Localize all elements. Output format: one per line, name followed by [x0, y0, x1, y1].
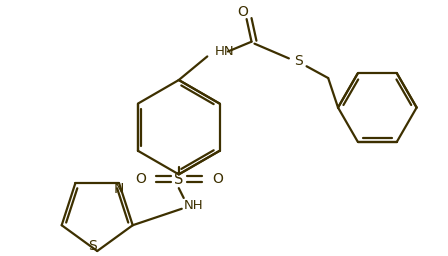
Text: S: S — [294, 54, 303, 68]
Text: O: O — [237, 5, 248, 19]
Text: HN: HN — [215, 45, 235, 58]
Text: O: O — [213, 172, 224, 186]
Text: NH: NH — [184, 199, 203, 212]
Text: S: S — [88, 239, 97, 253]
Text: N: N — [114, 182, 125, 196]
Text: S: S — [174, 172, 184, 187]
Text: O: O — [135, 172, 146, 186]
